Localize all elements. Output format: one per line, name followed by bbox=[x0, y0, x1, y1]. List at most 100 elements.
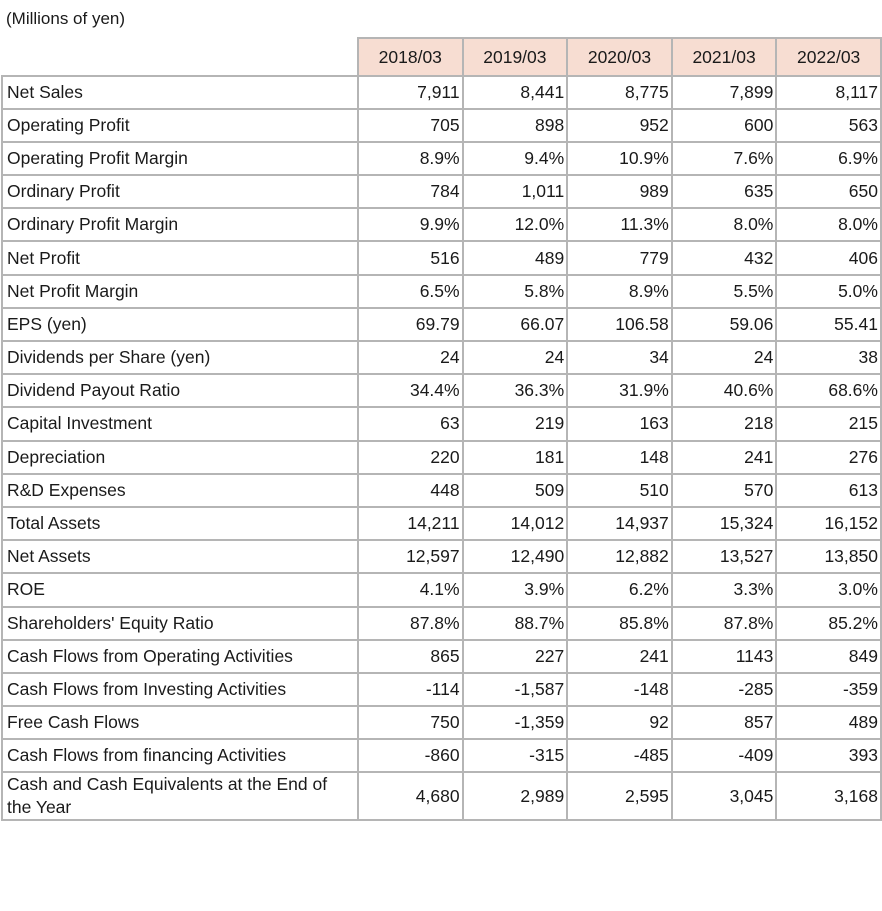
value-cell: 3,045 bbox=[670, 771, 778, 822]
table-row: Cash and Cash Equivalents at the End of … bbox=[1, 771, 882, 822]
value-cell: 600 bbox=[670, 107, 778, 143]
value-cell: 2,595 bbox=[566, 771, 673, 822]
value-cell: 163 bbox=[566, 406, 673, 442]
value-cell: 13,527 bbox=[670, 539, 778, 575]
value-cell: 227 bbox=[461, 638, 569, 674]
row-label: Cash Flows from financing Activities bbox=[1, 738, 359, 774]
value-cell: 34.4% bbox=[357, 373, 464, 409]
value-cell: 509 bbox=[461, 472, 569, 508]
table-row: Operating Profit 705 898 952 600 563 bbox=[1, 107, 882, 143]
table-row: Cash Flows from Investing Activities -114… bbox=[1, 671, 882, 708]
value-cell: 8.0% bbox=[670, 207, 778, 243]
value-cell: 218 bbox=[670, 406, 778, 442]
value-cell: 66.07 bbox=[461, 306, 569, 343]
value-cell: 220 bbox=[357, 439, 464, 475]
value-cell: 11.3% bbox=[566, 207, 673, 243]
value-cell: -359 bbox=[775, 671, 882, 708]
unit-note: (Millions of yen) bbox=[6, 9, 126, 28]
value-cell: 85.2% bbox=[775, 605, 882, 641]
value-cell: -485 bbox=[566, 738, 673, 774]
value-cell: 8.0% bbox=[775, 207, 882, 243]
value-cell: 8,117 bbox=[775, 74, 882, 110]
value-cell: 87.8% bbox=[670, 605, 778, 641]
value-cell: 865 bbox=[357, 638, 464, 674]
value-cell: 13,850 bbox=[775, 539, 882, 575]
value-cell: 106.58 bbox=[566, 306, 673, 343]
year-header: 2022/03 bbox=[775, 37, 882, 77]
value-cell: 215 bbox=[775, 406, 882, 442]
value-cell: 1143 bbox=[670, 638, 778, 674]
value-cell: 4.1% bbox=[357, 572, 464, 608]
value-cell: 8,775 bbox=[566, 74, 673, 110]
value-cell: 241 bbox=[670, 439, 778, 475]
table-row: Depreciation 220 181 148 241 276 bbox=[1, 439, 882, 475]
value-cell: 448 bbox=[357, 472, 464, 508]
value-cell: -1,587 bbox=[461, 671, 569, 708]
value-cell: 8.9% bbox=[357, 140, 464, 177]
table-row: Ordinary Profit 784 1,011 989 635 650 bbox=[1, 174, 882, 210]
value-cell: 24 bbox=[670, 339, 778, 376]
value-cell: 87.8% bbox=[357, 605, 464, 641]
value-cell: 14,937 bbox=[566, 505, 673, 542]
table-row: EPS (yen) 69.79 66.07 106.58 59.06 55.41 bbox=[1, 306, 882, 343]
value-cell: 36.3% bbox=[461, 373, 569, 409]
row-label: Ordinary Profit Margin bbox=[1, 207, 359, 243]
value-cell: 8.9% bbox=[566, 273, 673, 309]
value-cell: 12,490 bbox=[461, 539, 569, 575]
value-cell: 24 bbox=[357, 339, 464, 376]
value-cell: 148 bbox=[566, 439, 673, 475]
header-row: 2018/03 2019/03 2020/03 2021/03 2022/03 bbox=[1, 37, 882, 77]
value-cell: 88.7% bbox=[461, 605, 569, 641]
value-cell: 40.6% bbox=[670, 373, 778, 409]
value-cell: -860 bbox=[357, 738, 464, 774]
value-cell: 989 bbox=[566, 174, 673, 210]
value-cell: -409 bbox=[670, 738, 778, 774]
table-row: R&D Expenses 448 509 510 570 613 bbox=[1, 472, 882, 508]
row-label: Operating Profit bbox=[1, 107, 359, 143]
row-label: Capital Investment bbox=[1, 406, 359, 442]
value-cell: 12,597 bbox=[357, 539, 464, 575]
value-cell: 69.79 bbox=[357, 306, 464, 343]
value-cell: 181 bbox=[461, 439, 569, 475]
value-cell: 4,680 bbox=[357, 771, 464, 822]
value-cell: 952 bbox=[566, 107, 673, 143]
table-row: Net Sales 7,911 8,441 8,775 7,899 8,117 bbox=[1, 74, 882, 110]
row-label: Depreciation bbox=[1, 439, 359, 475]
table-row: Operating Profit Margin 8.9% 9.4% 10.9% 7.6%… bbox=[1, 140, 882, 177]
value-cell: -315 bbox=[461, 738, 569, 774]
value-cell: 898 bbox=[461, 107, 569, 143]
table-row: Capital Investment 63 219 163 218 215 bbox=[1, 406, 882, 442]
value-cell: 12.0% bbox=[461, 207, 569, 243]
value-cell: -148 bbox=[566, 671, 673, 708]
value-cell: 3.0% bbox=[775, 572, 882, 608]
value-cell: 570 bbox=[670, 472, 778, 508]
value-cell: 635 bbox=[670, 174, 778, 210]
row-label: Cash and Cash Equivalents at the End of … bbox=[1, 771, 359, 822]
row-label: Ordinary Profit bbox=[1, 174, 359, 210]
value-cell: 5.5% bbox=[670, 273, 778, 309]
value-cell: 432 bbox=[670, 240, 778, 276]
row-label: Cash Flows from Operating Activities bbox=[1, 638, 359, 674]
value-cell: 705 bbox=[357, 107, 464, 143]
value-cell: 9.9% bbox=[357, 207, 464, 243]
row-label: Dividends per Share (yen) bbox=[1, 339, 359, 376]
value-cell: 650 bbox=[775, 174, 882, 210]
table-row: Shareholders' Equity Ratio 87.8% 88.7% 85.8… bbox=[1, 605, 882, 641]
value-cell: -285 bbox=[670, 671, 778, 708]
value-cell: 7.6% bbox=[670, 140, 778, 177]
value-cell: 34 bbox=[566, 339, 673, 376]
value-cell: 241 bbox=[566, 638, 673, 674]
table-row: Total Assets 14,211 14,012 14,937 15,324 16,1… bbox=[1, 505, 882, 542]
year-header: 2020/03 bbox=[566, 37, 673, 77]
value-cell: 784 bbox=[357, 174, 464, 210]
value-cell: 55.41 bbox=[775, 306, 882, 343]
value-cell: -1,359 bbox=[461, 705, 569, 741]
row-label: Total Assets bbox=[1, 505, 359, 542]
value-cell: 14,012 bbox=[461, 505, 569, 542]
value-cell: 5.0% bbox=[775, 273, 882, 309]
row-label: Cash Flows from Investing Activities bbox=[1, 671, 359, 708]
value-cell: 613 bbox=[775, 472, 882, 508]
value-cell: 38 bbox=[775, 339, 882, 376]
value-cell: 3.3% bbox=[670, 572, 778, 608]
table-row: Dividend Payout Ratio 34.4% 36.3% 31.9% 40.6… bbox=[1, 373, 882, 409]
